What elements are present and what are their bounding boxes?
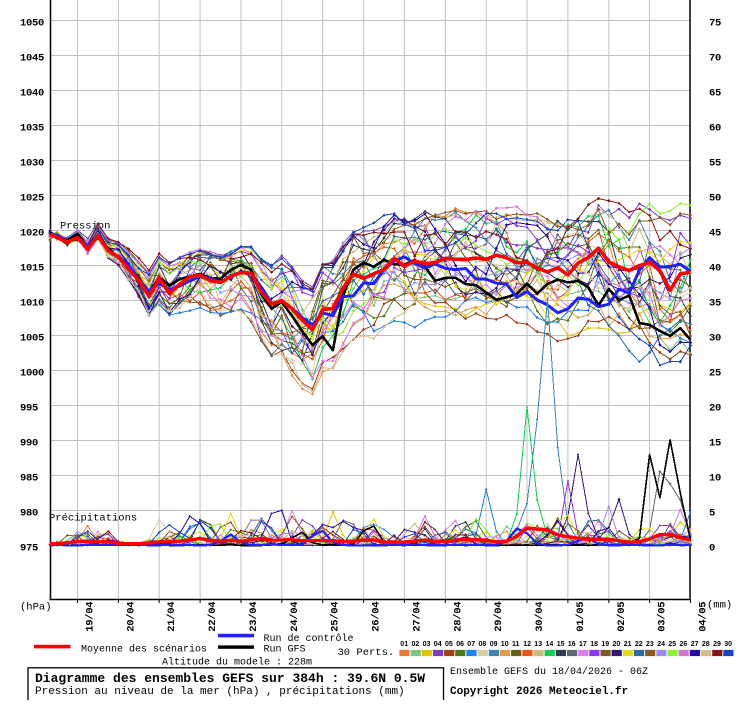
svg-text:75: 75 <box>709 18 721 30</box>
svg-text:50: 50 <box>709 193 721 205</box>
svg-text:30 Perts.: 30 Perts. <box>338 647 395 659</box>
svg-text:Ensemble GEFS du 18/04/2026 -: Ensemble GEFS du 18/04/2026 - 06Z <box>450 666 648 678</box>
svg-text:24: 24 <box>657 641 665 648</box>
svg-text:23/04: 23/04 <box>248 602 260 632</box>
svg-text:1030: 1030 <box>20 158 44 170</box>
svg-text:10: 10 <box>709 473 721 485</box>
svg-text:16: 16 <box>568 641 576 648</box>
svg-text:35: 35 <box>709 298 721 310</box>
svg-text:1000: 1000 <box>20 368 44 380</box>
svg-text:30/04: 30/04 <box>534 602 546 632</box>
svg-text:14: 14 <box>546 641 554 648</box>
svg-text:Copyright 2026 Meteociel.fr: Copyright 2026 Meteociel.fr <box>450 686 628 698</box>
svg-text:(hPa): (hPa) <box>20 602 52 614</box>
svg-text:1010: 1010 <box>20 298 44 310</box>
svg-text:1035: 1035 <box>20 123 44 135</box>
svg-text:65: 65 <box>709 88 721 100</box>
svg-text:5: 5 <box>709 508 715 520</box>
svg-text:1040: 1040 <box>20 88 44 100</box>
svg-text:20/04: 20/04 <box>125 602 137 632</box>
svg-text:29/04: 29/04 <box>493 602 505 632</box>
svg-text:975: 975 <box>20 543 38 555</box>
svg-text:0: 0 <box>709 543 715 555</box>
svg-text:Moyenne des scénarios: Moyenne des scénarios <box>81 644 207 656</box>
svg-text:995: 995 <box>20 403 38 415</box>
svg-text:12: 12 <box>523 641 531 648</box>
svg-text:19/04: 19/04 <box>85 602 97 632</box>
svg-text:09: 09 <box>490 641 498 648</box>
svg-text:30: 30 <box>724 641 732 648</box>
svg-text:Run GFS: Run GFS <box>264 645 306 656</box>
svg-text:15: 15 <box>709 438 721 450</box>
svg-text:Diagramme des ensembles GEFS s: Diagramme des ensembles GEFS sur 384h : … <box>35 671 425 686</box>
svg-text:28/04: 28/04 <box>452 602 464 632</box>
svg-text:26: 26 <box>680 641 688 648</box>
svg-text:1020: 1020 <box>20 228 44 240</box>
svg-text:01: 01 <box>400 641 408 648</box>
svg-text:985: 985 <box>20 473 38 485</box>
svg-text:980: 980 <box>20 508 38 520</box>
svg-text:08: 08 <box>479 641 487 648</box>
svg-text:02: 02 <box>412 641 420 648</box>
svg-text:21: 21 <box>624 641 632 648</box>
svg-text:990: 990 <box>20 438 38 450</box>
svg-text:05: 05 <box>445 641 453 648</box>
svg-text:28: 28 <box>702 641 710 648</box>
svg-text:22/04: 22/04 <box>207 602 219 632</box>
svg-text:20: 20 <box>709 403 721 415</box>
svg-text:25: 25 <box>709 368 721 380</box>
svg-text:02/05: 02/05 <box>616 602 628 632</box>
svg-text:23: 23 <box>646 641 654 648</box>
svg-text:1045: 1045 <box>20 53 44 65</box>
svg-text:03: 03 <box>423 641 431 648</box>
svg-text:45: 45 <box>709 228 721 240</box>
svg-text:06: 06 <box>456 641 464 648</box>
svg-text:1025: 1025 <box>20 193 44 205</box>
svg-text:04: 04 <box>434 641 442 648</box>
svg-text:30: 30 <box>709 333 721 345</box>
svg-text:01/05: 01/05 <box>575 602 587 632</box>
svg-text:Altitude du modele : 228m: Altitude du modele : 228m <box>162 657 312 669</box>
svg-text:1050: 1050 <box>20 18 44 30</box>
svg-text:27/04: 27/04 <box>411 602 423 632</box>
svg-text:1005: 1005 <box>20 333 44 345</box>
svg-text:20: 20 <box>613 641 621 648</box>
svg-text:55: 55 <box>709 158 721 170</box>
svg-text:07: 07 <box>467 641 475 648</box>
svg-text:60: 60 <box>709 123 721 135</box>
svg-text:19: 19 <box>601 641 609 648</box>
svg-text:Précipitations: Précipitations <box>49 513 137 525</box>
svg-text:21/04: 21/04 <box>166 602 178 632</box>
svg-text:25: 25 <box>668 641 676 648</box>
svg-text:10: 10 <box>501 641 509 648</box>
svg-text:29: 29 <box>713 641 721 648</box>
svg-text:11: 11 <box>512 641 520 648</box>
svg-text:15: 15 <box>557 641 565 648</box>
svg-text:17: 17 <box>579 641 587 648</box>
svg-text:04/05: 04/05 <box>698 602 710 632</box>
svg-text:18: 18 <box>590 641 598 648</box>
svg-text:Run de contrôle: Run de contrôle <box>264 633 354 645</box>
svg-text:Pression au niveau de la mer (: Pression au niveau de la mer (hPa) , pré… <box>35 686 405 698</box>
svg-text:70: 70 <box>709 53 721 65</box>
svg-text:03/05: 03/05 <box>657 602 669 632</box>
svg-text:26/04: 26/04 <box>371 602 383 632</box>
svg-text:13: 13 <box>534 641 542 648</box>
svg-text:(mm): (mm) <box>707 600 732 612</box>
svg-text:24/04: 24/04 <box>289 602 301 632</box>
svg-text:40: 40 <box>709 263 721 275</box>
svg-text:22: 22 <box>635 641 643 648</box>
svg-text:25/04: 25/04 <box>330 602 342 632</box>
svg-text:27: 27 <box>691 641 699 648</box>
svg-text:1015: 1015 <box>20 263 44 275</box>
